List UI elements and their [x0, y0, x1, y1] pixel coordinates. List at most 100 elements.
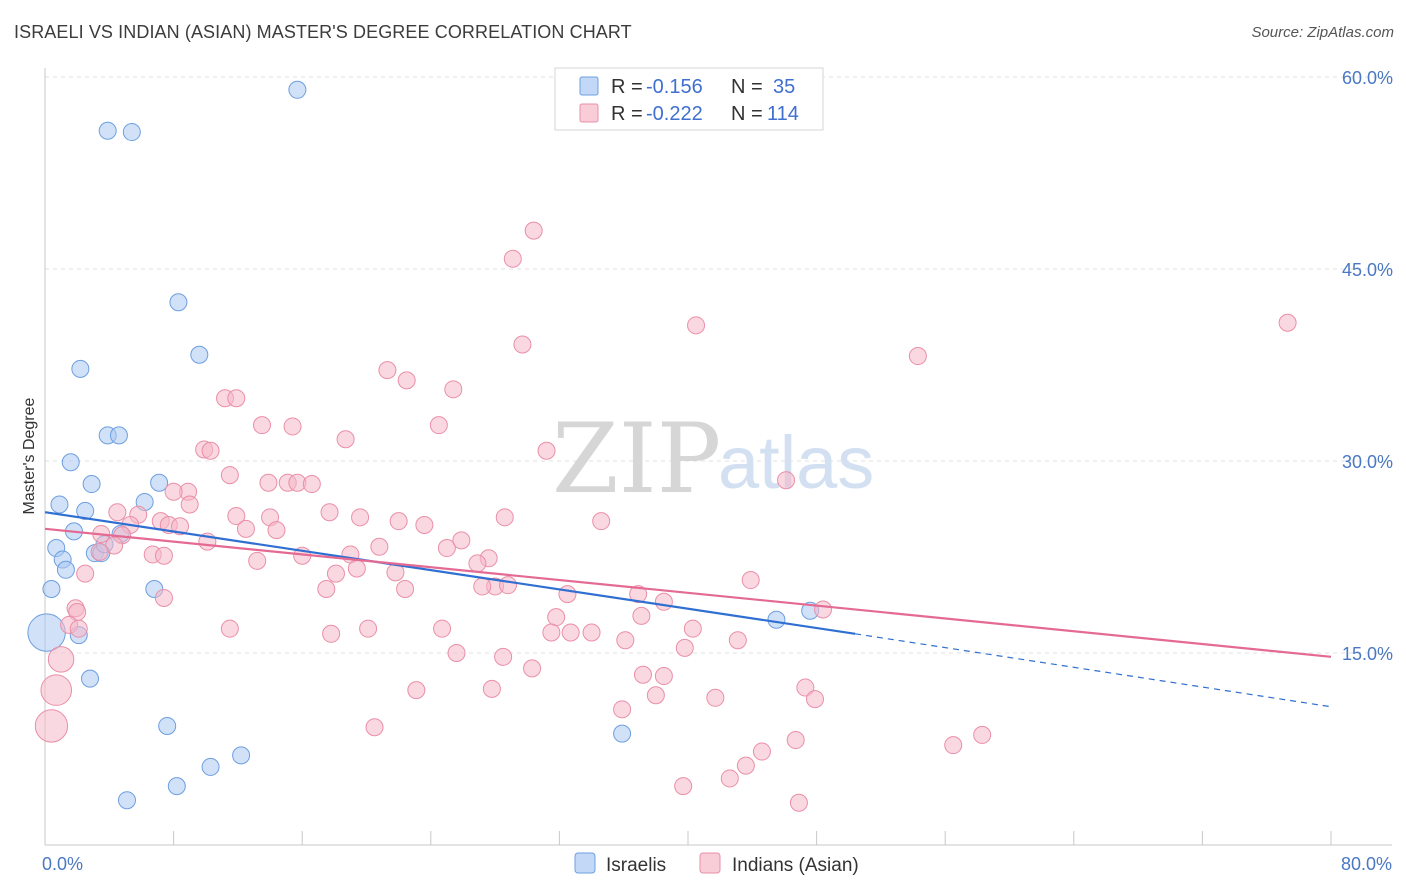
- indian-asian-point: [542, 623, 561, 642]
- indian-asian-point: [728, 631, 747, 650]
- indian-asian-point: [259, 473, 278, 492]
- indian-asian-point: [253, 416, 272, 435]
- indian-asian-point: [154, 588, 173, 607]
- israeli-point: [613, 724, 632, 743]
- x-tick-label: 80.0%: [1341, 854, 1392, 874]
- israeli-point: [56, 560, 75, 579]
- indian-asian-point: [654, 667, 673, 686]
- indian-asian-point: [164, 482, 183, 501]
- indian-asian-point: [359, 619, 378, 638]
- indian-asian-point: [444, 380, 463, 399]
- correlation-legend: R = -0.156 N = 35 R = -0.222 N = 114: [554, 67, 824, 131]
- indian-asian-point: [415, 516, 434, 534]
- indian-asian-point: [683, 619, 702, 638]
- indian-asian-point: [429, 416, 448, 435]
- indian-asian-point: [283, 417, 302, 436]
- indian-asian-point: [437, 539, 456, 558]
- trend-lines: [44, 511, 1332, 708]
- israeli-point: [767, 610, 786, 629]
- legend-swatch-indians-asian: [579, 103, 599, 123]
- indian-asian-point: [558, 585, 577, 604]
- indian-asian-point: [616, 631, 635, 650]
- indian-asian-point: [236, 519, 255, 538]
- y-tick-label: 45.0%: [1342, 260, 1393, 280]
- indian-asian-point: [108, 503, 127, 522]
- indian-asian-point: [317, 580, 336, 598]
- indian-asian-point: [777, 471, 796, 490]
- indian-asian-point: [633, 665, 652, 684]
- indian-asian-point: [220, 466, 239, 485]
- indian-asian-point: [267, 521, 286, 540]
- series-legend-swatch-israelis: [574, 852, 596, 874]
- y-tick-label: 30.0%: [1342, 452, 1393, 472]
- indian-asian-point: [40, 674, 73, 706]
- indian-asian-point: [370, 537, 389, 556]
- indian-asian-point: [227, 507, 246, 526]
- indian-asian-point: [396, 580, 415, 598]
- indian-asian-point: [322, 624, 341, 643]
- indian-asian-point: [632, 606, 651, 625]
- indian-asian-point: [736, 756, 755, 775]
- indian-asian-point: [1278, 313, 1297, 332]
- indian-asian-point: [706, 688, 725, 707]
- indian-asian-point: [786, 731, 805, 750]
- legend-r-value: -0.222: [646, 103, 703, 125]
- israeli-point: [190, 345, 209, 364]
- indian-asian-point: [796, 678, 815, 697]
- indians-asian-trend-line: [44, 527, 1332, 658]
- indian-asian-point: [407, 681, 426, 700]
- israeli-point: [76, 501, 95, 520]
- indian-asian-point: [69, 619, 88, 638]
- indian-asian-point: [498, 576, 517, 595]
- indian-asian-point: [944, 736, 963, 755]
- indian-asian-point: [582, 623, 601, 642]
- israelis-trend-extension: [855, 633, 1332, 708]
- israeli-point: [27, 613, 66, 652]
- indian-asian-point: [561, 623, 580, 642]
- watermark-zip: ZIP: [552, 403, 721, 515]
- israeli-point: [158, 716, 177, 735]
- indian-asian-point: [720, 769, 739, 788]
- indian-asian-point: [34, 709, 69, 743]
- watermark: ZIP atlas: [552, 403, 874, 515]
- indian-asian-point: [524, 221, 543, 240]
- gridlines: 15.0% 30.0% 45.0% 60.0%: [45, 68, 1393, 664]
- indian-asian-point: [154, 546, 173, 565]
- indian-asian-point: [646, 686, 665, 705]
- legend-n-label: N =: [731, 76, 763, 98]
- israeli-point: [109, 426, 128, 445]
- indian-asian-point: [447, 644, 466, 662]
- indian-asian-point: [320, 503, 339, 522]
- series-legend-label: Indians (Asian): [732, 855, 859, 876]
- indian-asian-point: [547, 608, 566, 627]
- indian-asian-point: [220, 619, 239, 638]
- legend-n-label: N =: [731, 103, 763, 125]
- indian-asian-point: [592, 512, 611, 531]
- y-tick-label: 15.0%: [1342, 644, 1393, 664]
- israeli-point: [169, 293, 188, 312]
- chart-title: ISRAELI VS INDIAN (ASIAN) MASTER'S DEGRE…: [14, 22, 632, 42]
- indian-asian-point: [326, 564, 345, 583]
- israeli-point: [288, 80, 307, 99]
- y-tick-label: 60.0%: [1342, 68, 1393, 88]
- indian-asian-point: [248, 551, 267, 570]
- legend-n-value: 35: [773, 76, 795, 98]
- israeli-point: [82, 475, 101, 494]
- x-tick-label: 0.0%: [42, 854, 83, 874]
- israeli-point: [117, 791, 136, 810]
- legend-r-label: R =: [611, 76, 643, 98]
- legend-r-value: -0.156: [646, 76, 703, 98]
- indian-asian-point: [495, 508, 514, 527]
- indian-asian-point: [503, 249, 522, 268]
- indian-asian-point: [789, 793, 808, 812]
- indian-asian-point: [814, 600, 833, 619]
- series-legend-swatch-indians-asian: [699, 852, 721, 874]
- legend-n-value: 114: [767, 103, 799, 125]
- series-legend-label: Israelis: [606, 855, 666, 876]
- indian-asian-point: [908, 347, 927, 366]
- legend-box: [554, 67, 824, 131]
- indian-asian-point: [654, 592, 673, 611]
- israeli-point: [150, 473, 169, 492]
- indian-asian-point: [201, 441, 220, 460]
- indian-asian-point: [47, 646, 75, 673]
